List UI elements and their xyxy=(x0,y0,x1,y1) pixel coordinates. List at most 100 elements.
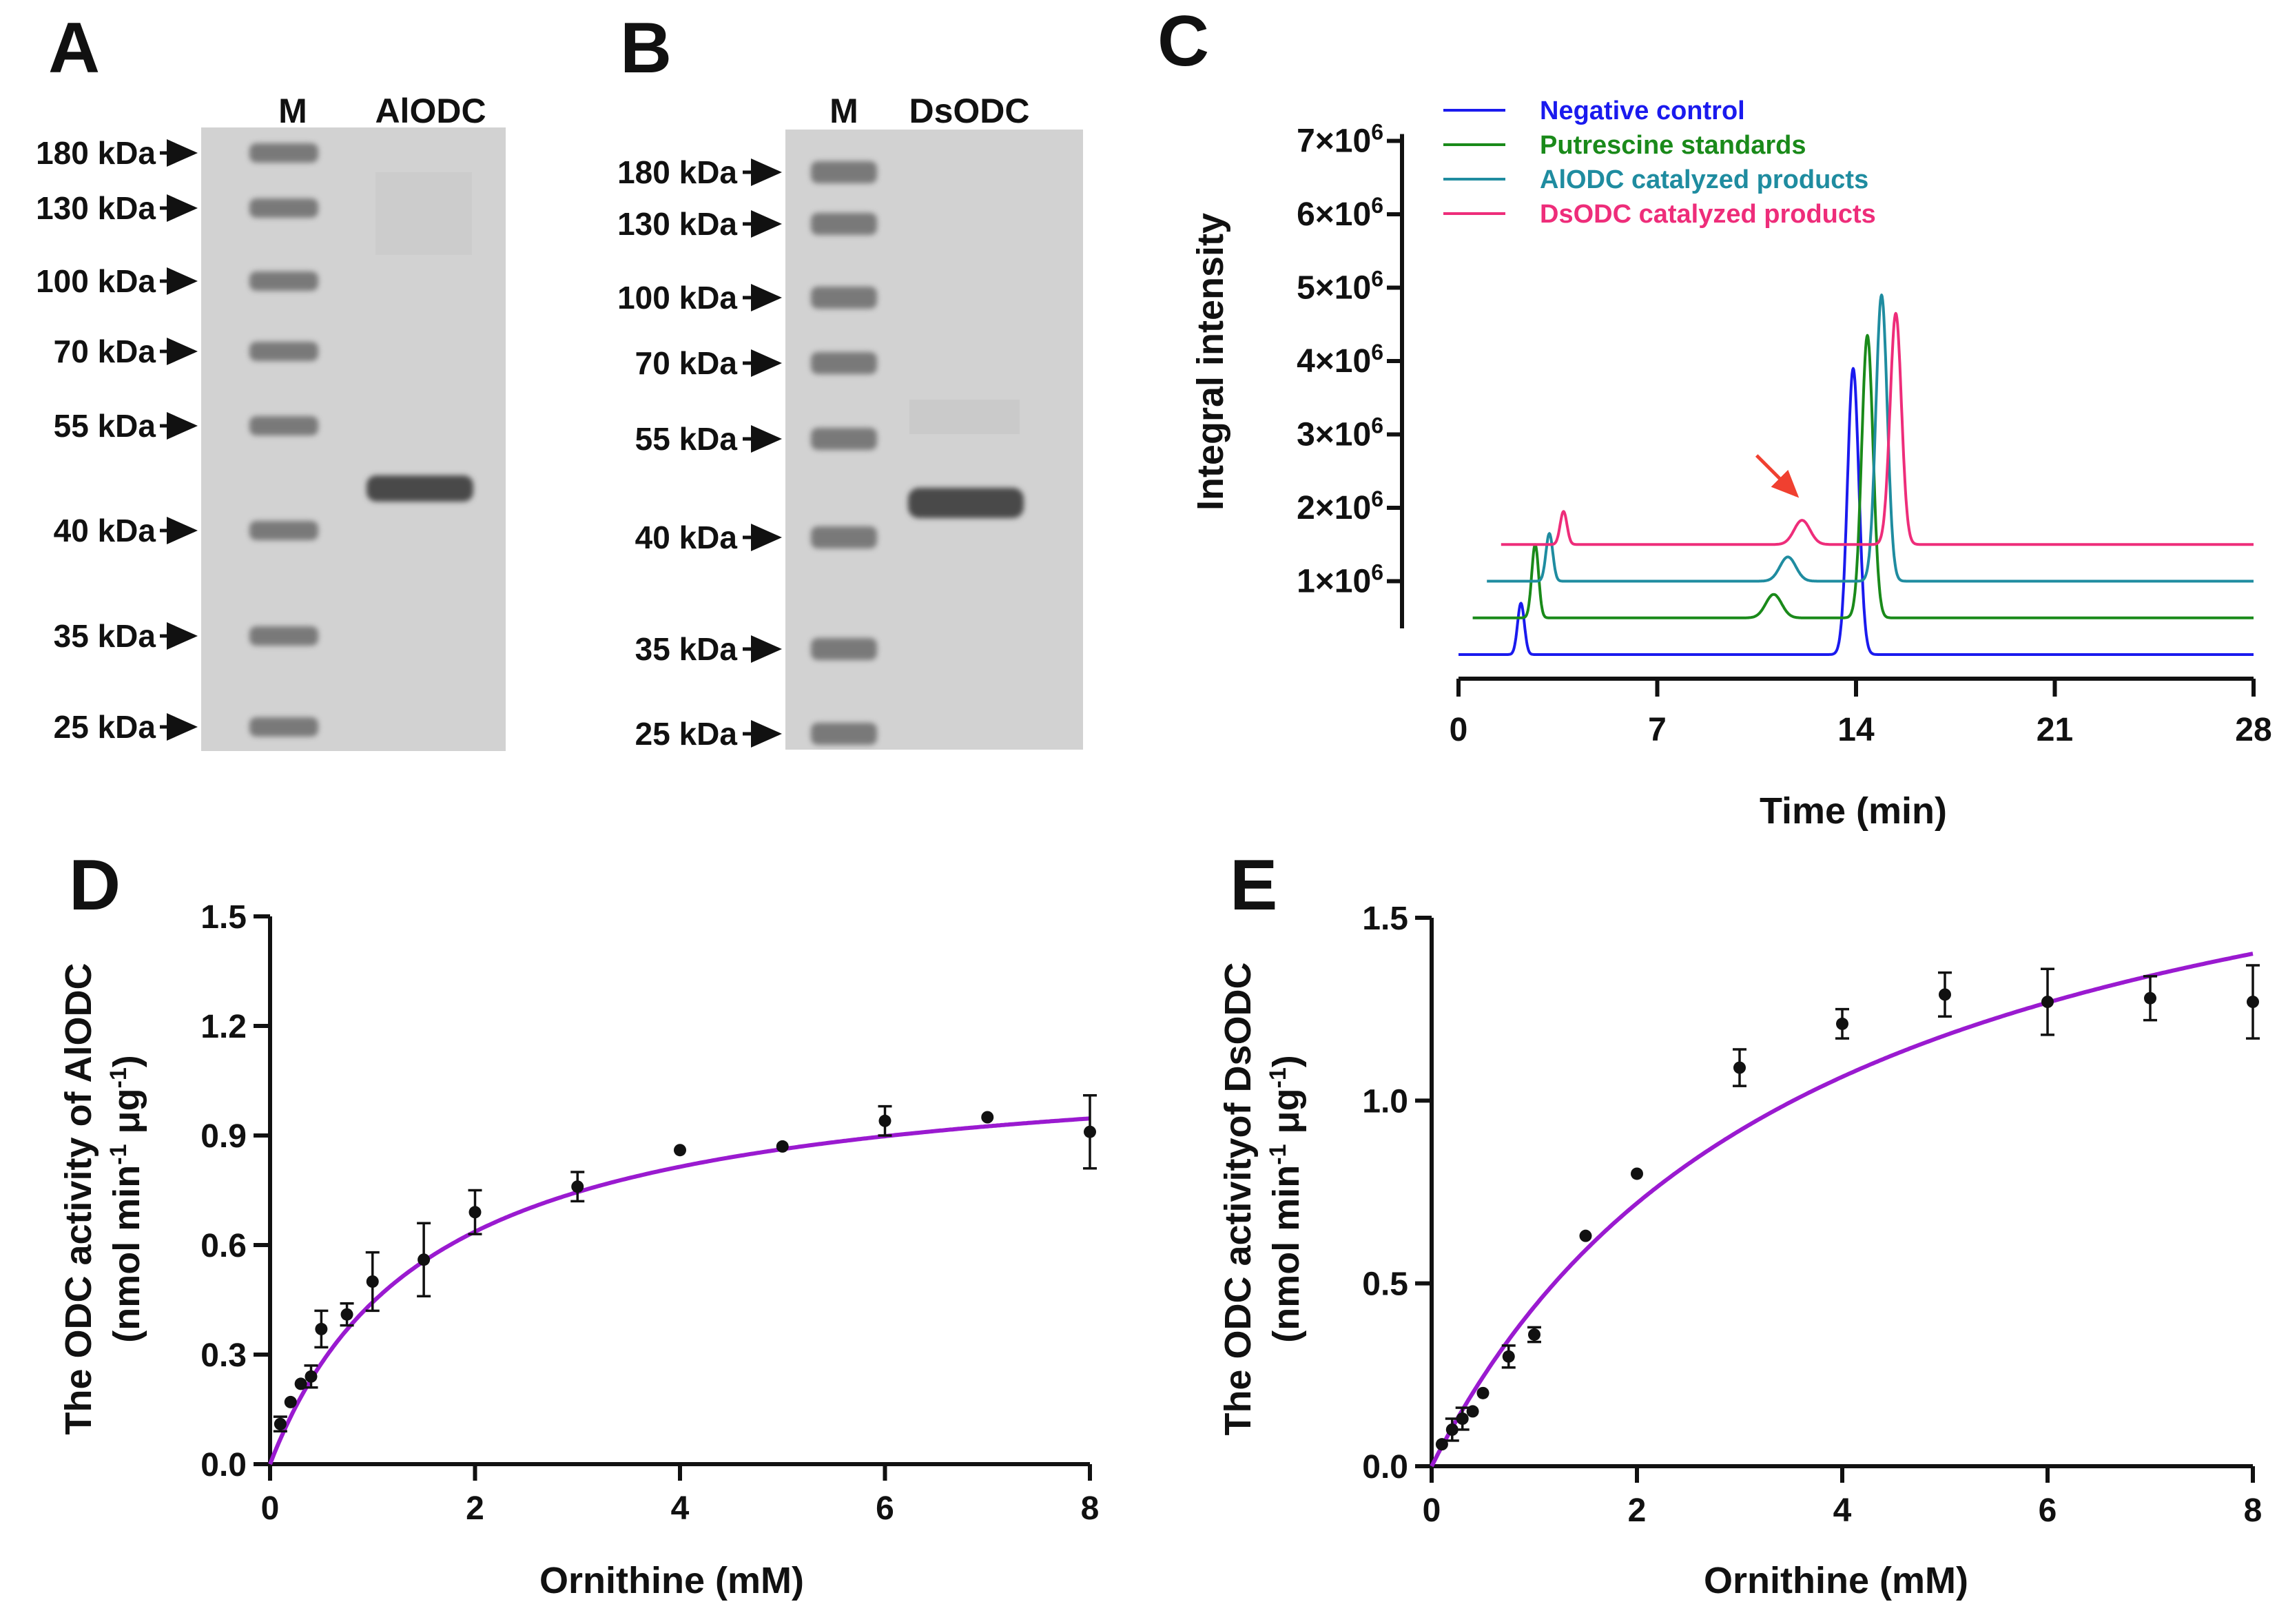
chart-c-legend-label-1: Putrescine standards xyxy=(1540,131,1806,160)
chart-e-fit-curve xyxy=(1430,952,2254,1468)
ladder-band-0 xyxy=(249,143,318,163)
chart-c-ytick-label-4: 5×106 xyxy=(1297,267,1383,307)
chart-d-plot: 0 2 4 6 8 0.0 0.3 0.6 0.9 1.2 1.5 xyxy=(200,899,1099,1527)
chart-c-ytick-label-2: 3×106 xyxy=(1297,413,1383,453)
chart-c-ylabel: Integral intensity xyxy=(1190,213,1231,511)
chart-e-point-8 xyxy=(1631,1167,1643,1180)
marker-label-4: 55 kDa xyxy=(54,408,156,444)
panel-label-b: B xyxy=(620,8,672,88)
gel-a-ladder xyxy=(249,143,318,737)
chart-c-xlabel: Time (min) xyxy=(1760,790,1947,832)
chart-e-ytick-label-0: 0.0 xyxy=(1362,1449,1408,1486)
chart-e-ytick-label-2: 1.0 xyxy=(1362,1083,1408,1120)
marker-label-3: 70 kDa xyxy=(54,333,156,369)
marker-label-0: 180 kDa xyxy=(36,135,156,171)
chart-d-ytick-label-2: 0.6 xyxy=(200,1228,247,1264)
ladder-band-7 xyxy=(249,717,318,737)
ladder-band-1 xyxy=(249,198,318,218)
chart-c-xtick-label-3: 21 xyxy=(2037,712,2073,748)
ladder-band-4 xyxy=(249,416,318,435)
gel-a-protein-band xyxy=(367,475,473,502)
panel-label-c: C xyxy=(1157,1,1209,81)
chart-d-xtick-label-2: 4 xyxy=(671,1490,690,1527)
chart-e-point-5 xyxy=(1502,1350,1515,1363)
chart-c-series xyxy=(1457,294,2255,656)
ladder-band-5 xyxy=(811,526,877,548)
chart-d-ytick-label-3: 0.9 xyxy=(200,1118,247,1155)
ladder-band-6 xyxy=(811,638,877,660)
chart-d-point-12 xyxy=(878,1114,892,1127)
chart-d-ylabel-line1: The ODC activity of AlODC xyxy=(58,963,99,1435)
marker-label-0: 180 kDa xyxy=(617,154,737,190)
chart-e-point-0 xyxy=(1435,1438,1448,1451)
gel-b-protein-band xyxy=(908,488,1024,518)
chart-c-series-line-0 xyxy=(1457,367,2255,656)
chart-d-ytick-label-4: 1.2 xyxy=(200,1009,247,1045)
chart-d-point-1 xyxy=(284,1395,297,1408)
marker-label-5: 40 kDa xyxy=(54,513,156,548)
chart-e-xtick-label-1: 2 xyxy=(1628,1492,1647,1529)
ladder-band-1 xyxy=(811,213,877,235)
chart-d-point-5 xyxy=(340,1308,353,1321)
gel-a-lane-sample: AlODC xyxy=(375,92,486,130)
marker-label-3: 70 kDa xyxy=(635,345,738,381)
ladder-band-4 xyxy=(811,428,877,450)
chart-d-point-13 xyxy=(981,1111,994,1124)
marker-label-7: 25 kDa xyxy=(54,709,156,745)
chart-c-legend-label-3: DsODC catalyzed products xyxy=(1540,200,1876,229)
chart-d-point-6 xyxy=(366,1275,379,1288)
chart-e-point-12 xyxy=(2041,996,2054,1009)
chart-d-point-11 xyxy=(776,1140,789,1153)
chart-e-point-13 xyxy=(2144,991,2156,1005)
chart-e-ylabel-line2: (nmol min-1 μg-1) xyxy=(1265,1055,1307,1342)
panel-label-e: E xyxy=(1230,845,1277,925)
chart-c-legend-label-2: AlODC catalyzed products xyxy=(1540,165,1868,194)
chart-d-ytick-label-5: 1.5 xyxy=(200,899,247,936)
panel-label-a: A xyxy=(48,8,100,88)
chart-d-xtick-label-1: 2 xyxy=(466,1490,484,1527)
chart-d-xlabel: Ornithine (mM) xyxy=(539,1560,804,1601)
chart-e-xtick-label-3: 6 xyxy=(2039,1492,2057,1529)
chart-e-point-3 xyxy=(1466,1405,1479,1418)
gel-a-marker-labels: 180 kDa 130 kDa 100 kDa 70 kDa 55 kDa 40 kDa 3… xyxy=(36,135,198,745)
gel-a-lane-m: M xyxy=(278,92,307,130)
ladder-band-0 xyxy=(811,161,877,183)
marker-label-2: 100 kDa xyxy=(617,280,737,316)
chart-e-xtick-label-2: 4 xyxy=(1833,1492,1852,1529)
chart-e-xtick-label-0: 0 xyxy=(1423,1492,1441,1529)
chart-d-ytick-label-0: 0.0 xyxy=(200,1447,247,1483)
panel-label-d: D xyxy=(69,845,121,925)
chart-c-axes: 0 7 14 21 28 1×106 2×106 3×106 4×106 5×106 6×106 7×… xyxy=(1297,120,2272,749)
chart-d-point-9 xyxy=(571,1180,584,1193)
chart-e-point-7 xyxy=(1579,1229,1592,1242)
chart-e: 0 2 4 6 8 0.0 0.5 1.0 1.5 Ornithine (mM) The ODC… xyxy=(1217,901,2262,1601)
marker-label-6: 35 kDa xyxy=(54,618,156,654)
chart-d-xtick-label-3: 6 xyxy=(876,1490,894,1527)
chart-e-plot: 0 2 4 6 8 0.0 0.5 1.0 1.5 xyxy=(1362,901,2262,1529)
chart-d-ylabel-line2: (nmol min-1 μg-1) xyxy=(105,1055,147,1342)
chart-c-series-line-3 xyxy=(1500,311,2255,546)
chart-d-ytick-label-1: 0.3 xyxy=(200,1337,247,1374)
chart-e-ytick-label-1: 0.5 xyxy=(1362,1266,1408,1303)
chart-d-point-4 xyxy=(315,1322,328,1335)
ladder-band-2 xyxy=(249,271,318,291)
gel-b-marker-labels: 180 kDa 130 kDa 100 kDa 70 kDa 55 kDa 40 kDa 3… xyxy=(617,154,782,752)
chart-d-point-8 xyxy=(468,1206,482,1219)
marker-label-1: 130 kDa xyxy=(36,190,156,226)
ladder-band-2 xyxy=(811,287,877,309)
chart-e-xtick-label-4: 8 xyxy=(2244,1492,2263,1529)
marker-label-5: 40 kDa xyxy=(635,520,738,555)
chart-c-ytick-label-5: 6×106 xyxy=(1297,193,1383,233)
gel-b-lane-m: M xyxy=(829,92,858,130)
chart-e-point-11 xyxy=(1939,988,1951,1001)
marker-label-4: 55 kDa xyxy=(635,421,738,457)
chart-c-ytick-label-0: 1×106 xyxy=(1297,560,1383,600)
ladder-band-3 xyxy=(811,352,877,374)
gel-a: M AlODC 180 kDa 130 kDa 100 kDa 70 kDa 55 kD… xyxy=(36,92,506,751)
chart-d-point-14 xyxy=(1084,1125,1096,1138)
ladder-band-5 xyxy=(249,521,318,540)
chart-d-xtick-label-0: 0 xyxy=(261,1490,280,1527)
chart-c-xtick-label-4: 28 xyxy=(2235,712,2271,748)
chart-c-ytick-label-1: 2×106 xyxy=(1297,486,1383,526)
